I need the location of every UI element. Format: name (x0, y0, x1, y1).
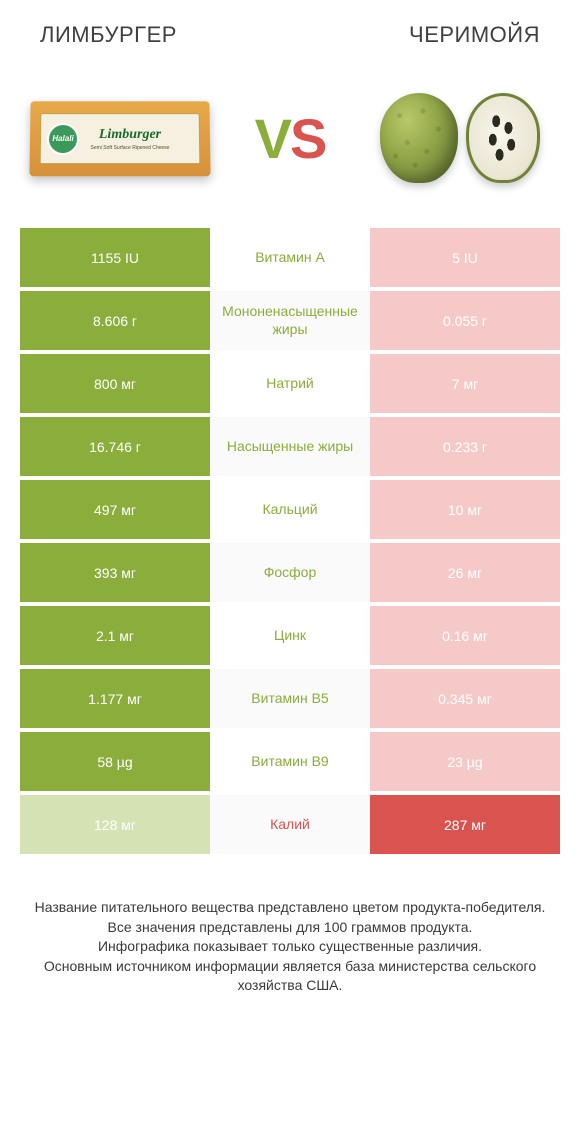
table-row: 8.606 гМононенасыщенные жиры0.055 г (20, 291, 560, 350)
table-row: 128 мгКалий287 мг (20, 795, 560, 854)
vs-label: VS (255, 106, 326, 171)
cheese-badge-icon: Halali (47, 122, 79, 154)
right-value: 0.055 г (370, 291, 560, 350)
footer-line: Инфографика показывает только существенн… (28, 937, 552, 957)
left-product-image: Halali Limburger Semi Soft Surface Ripen… (20, 78, 220, 198)
right-value: 23 µg (370, 732, 560, 791)
left-value: 393 мг (20, 543, 210, 602)
right-value: 26 мг (370, 543, 560, 602)
left-value: 8.606 г (20, 291, 210, 350)
comparison-table: 1155 IUВитамин A5 IU8.606 гМононенасыщен… (0, 228, 580, 854)
left-value: 1155 IU (20, 228, 210, 287)
table-row: 393 мгФосфор26 мг (20, 543, 560, 602)
right-product-image (360, 78, 560, 198)
footer-line: Название питательного вещества представл… (28, 898, 552, 918)
table-row: 1.177 мгВитамин B50.345 мг (20, 669, 560, 728)
table-row: 2.1 мгЦинк0.16 мг (20, 606, 560, 665)
right-value: 5 IU (370, 228, 560, 287)
left-value: 16.746 г (20, 417, 210, 476)
nutrient-name: Калий (210, 795, 370, 854)
table-row: 800 мгНатрий7 мг (20, 354, 560, 413)
right-value: 7 мг (370, 354, 560, 413)
cheese-brand-text: Limburger (99, 126, 161, 142)
right-product-title: ЧЕРИМОЙЯ (409, 22, 540, 48)
product-images-row: Halali Limburger Semi Soft Surface Ripen… (0, 58, 580, 228)
right-value: 287 мг (370, 795, 560, 854)
left-value: 497 мг (20, 480, 210, 539)
left-value: 2.1 мг (20, 606, 210, 665)
footer-line: Все значения представлены для 100 граммо… (28, 918, 552, 938)
footer-notes: Название питательного вещества представл… (0, 858, 580, 996)
table-row: 497 мгКальций10 мг (20, 480, 560, 539)
left-value: 800 мг (20, 354, 210, 413)
nutrient-name: Насыщенные жиры (210, 417, 370, 476)
left-value: 1.177 мг (20, 669, 210, 728)
right-value: 0.345 мг (370, 669, 560, 728)
nutrient-name: Кальций (210, 480, 370, 539)
table-row: 1155 IUВитамин A5 IU (20, 228, 560, 287)
right-value: 0.16 мг (370, 606, 560, 665)
vs-s: S (290, 107, 325, 170)
limburger-cheese-icon: Halali Limburger Semi Soft Surface Ripen… (29, 101, 210, 176)
left-product-title: ЛИМБУРГЕР (40, 22, 177, 48)
vs-v: V (255, 107, 290, 170)
cherimoya-whole-icon (380, 93, 458, 183)
nutrient-name: Витамин B9 (210, 732, 370, 791)
nutrient-name: Цинк (210, 606, 370, 665)
table-row: 16.746 гНасыщенные жиры0.233 г (20, 417, 560, 476)
left-value: 128 мг (20, 795, 210, 854)
right-value: 0.233 г (370, 417, 560, 476)
footer-line: Основным источником информации является … (28, 957, 552, 996)
nutrient-name: Фосфор (210, 543, 370, 602)
nutrient-name: Витамин A (210, 228, 370, 287)
nutrient-name: Натрий (210, 354, 370, 413)
nutrient-name: Витамин B5 (210, 669, 370, 728)
table-row: 58 µgВитамин B923 µg (20, 732, 560, 791)
left-value: 58 µg (20, 732, 210, 791)
cherimoya-half-icon (466, 93, 540, 183)
header: ЛИМБУРГЕР ЧЕРИМОЙЯ (0, 0, 580, 58)
right-value: 10 мг (370, 480, 560, 539)
nutrient-name: Мононенасыщенные жиры (210, 291, 370, 350)
